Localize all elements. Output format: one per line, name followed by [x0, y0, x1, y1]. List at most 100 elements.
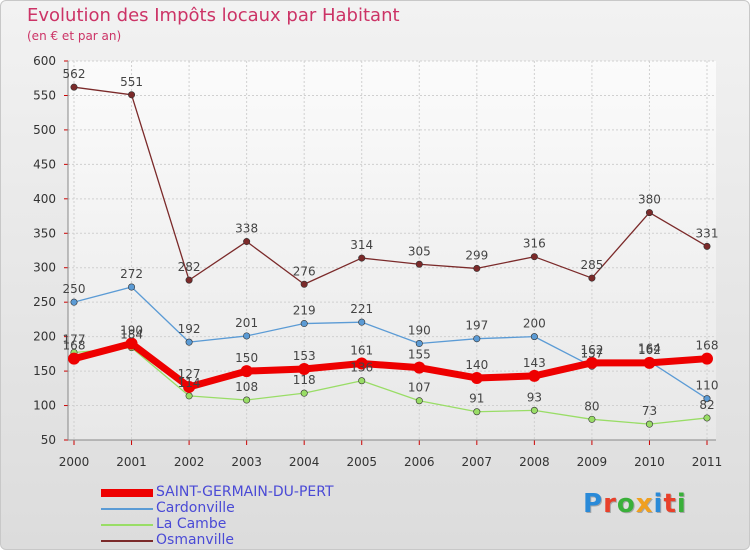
data-point-osmanville [300, 280, 308, 288]
logo-letter: r [603, 489, 617, 519]
legend-label: SAINT-GERMAIN-DU-PERT [156, 484, 334, 500]
x-tick-label: 2008 [519, 455, 550, 469]
data-label-osmanville: 316 [523, 237, 546, 251]
data-point-cardonville [128, 283, 136, 291]
data-point-osmanville [645, 209, 653, 217]
data-point-saint-germain-du-pert [585, 356, 598, 369]
legend-label: Osmanville [156, 532, 234, 548]
data-point-la-cambe [588, 415, 596, 423]
x-tick-label: 2002 [174, 455, 205, 469]
chart-title: Evolution des Impôts locaux par Habitant [27, 5, 400, 26]
data-label-cardonville: 197 [465, 319, 488, 333]
logo-letter: i [676, 489, 687, 519]
data-point-cardonville [243, 332, 251, 340]
x-tick-label: 2005 [346, 455, 377, 469]
data-label-osmanville: 331 [696, 226, 719, 240]
axes: 50 100 150 200 250 300 350 400 450 500 550 600 2000 2… [33, 54, 722, 469]
data-label-saint-germain-du-pert: 150 [235, 351, 258, 365]
data-point-la-cambe [243, 396, 251, 404]
data-label-osmanville: 299 [465, 248, 488, 262]
data-point-osmanville [588, 274, 596, 282]
data-label-la-cambe: 107 [408, 381, 431, 395]
data-label-saint-germain-du-pert: 153 [293, 349, 316, 363]
x-tick-label: 2010 [634, 455, 665, 469]
y-tick-label: 250 [33, 295, 56, 309]
data-label-saint-germain-du-pert: 162 [580, 343, 603, 357]
data-label-osmanville: 338 [235, 222, 258, 236]
data-label-saint-germain-du-pert: 143 [523, 356, 546, 370]
data-point-la-cambe [703, 414, 711, 422]
data-point-saint-germain-du-pert [643, 356, 656, 369]
data-point-osmanville [70, 83, 78, 91]
data-label-osmanville: 305 [408, 244, 431, 258]
x-tick-label: 2000 [59, 455, 90, 469]
y-tick-label: 500 [33, 123, 56, 137]
y-tick-label: 550 [33, 88, 56, 102]
data-point-la-cambe [185, 392, 193, 400]
legend-swatch [101, 540, 153, 542]
data-label-cardonville: 221 [350, 302, 373, 316]
data-point-la-cambe [530, 406, 538, 414]
legend-swatch [101, 524, 153, 526]
data-label-la-cambe: 136 [350, 361, 373, 375]
data-point-saint-germain-du-pert [298, 363, 311, 376]
data-point-saint-germain-du-pert [355, 357, 368, 370]
y-tick-label: 200 [33, 330, 56, 344]
x-tick-label: 2004 [289, 455, 320, 469]
data-point-saint-germain-du-pert [240, 365, 253, 378]
y-tick-label: 450 [33, 157, 56, 171]
data-label-la-cambe: 93 [527, 390, 542, 404]
data-point-saint-germain-du-pert [413, 361, 426, 374]
y-tick-label: 300 [33, 261, 56, 275]
y-tick-label: 100 [33, 399, 56, 413]
data-label-cardonville: 190 [408, 324, 431, 338]
chart-subtitle: (en € et par an) [27, 29, 122, 43]
x-tick-label: 2007 [462, 455, 493, 469]
data-point-osmanville [243, 238, 251, 246]
y-tick-label: 350 [33, 226, 56, 240]
data-label-cardonville: 192 [178, 322, 201, 336]
data-point-saint-germain-du-pert [183, 380, 196, 393]
x-tick-label: 2003 [231, 455, 262, 469]
gridlines [68, 60, 716, 441]
y-tick-label: 400 [33, 192, 56, 206]
data-label-cardonville: 272 [120, 267, 143, 281]
proxiti-logo: Proxiti [583, 489, 687, 519]
plot-area [68, 61, 716, 440]
data-point-osmanville [358, 254, 366, 262]
data-point-cardonville [70, 298, 78, 306]
data-point-osmanville [185, 276, 193, 284]
data-point-la-cambe [645, 420, 653, 428]
data-label-saint-germain-du-pert: 168 [63, 339, 86, 353]
data-label-cardonville: 157 [580, 346, 603, 360]
x-tick-label: 2009 [577, 455, 608, 469]
data-label-osmanville: 562 [63, 67, 86, 81]
data-label-cardonville: 219 [293, 304, 316, 318]
data-point-saint-germain-du-pert [528, 369, 541, 382]
y-tick-label: 150 [33, 364, 56, 378]
data-label-saint-germain-du-pert: 127 [178, 367, 201, 381]
data-label-saint-germain-du-pert: 162 [638, 343, 661, 357]
data-label-osmanville: 380 [638, 193, 661, 207]
data-point-la-cambe [358, 377, 366, 385]
data-point-la-cambe [473, 408, 481, 416]
logo-letter: P [583, 489, 604, 519]
data-label-la-cambe: 177 [63, 332, 86, 346]
data-label-saint-germain-du-pert: 190 [120, 324, 143, 338]
data-label-saint-germain-du-pert: 155 [408, 348, 431, 362]
data-label-saint-germain-du-pert: 140 [465, 358, 488, 372]
data-point-saint-germain-du-pert [701, 352, 713, 365]
data-label-la-cambe: 80 [584, 399, 599, 413]
data-point-saint-germain-du-pert [125, 337, 138, 350]
data-point-saint-germain-du-pert [470, 371, 483, 384]
x-tick-label: 2001 [116, 455, 147, 469]
legend-swatch [101, 489, 153, 497]
logo-letter: o [616, 489, 636, 519]
logo-letter: x [635, 489, 654, 519]
data-label-cardonville: 110 [696, 379, 719, 393]
data-label-osmanville: 282 [178, 260, 201, 274]
data-label-cardonville: 164 [638, 341, 661, 355]
data-point-cardonville [358, 318, 366, 326]
